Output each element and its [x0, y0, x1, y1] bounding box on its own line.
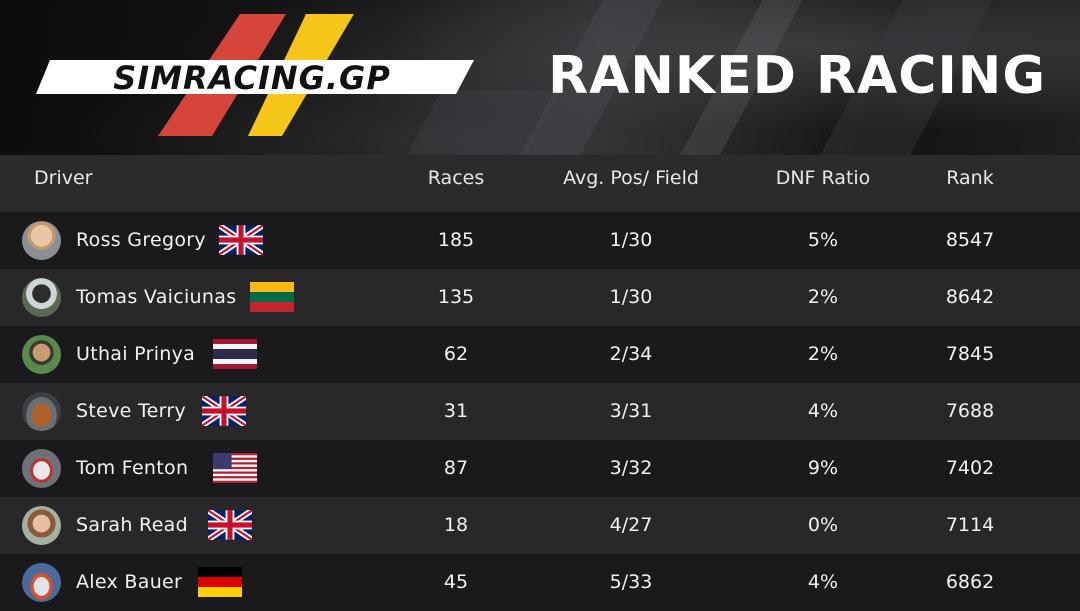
driver-name: Alex Bauer [76, 571, 183, 593]
table-row: Uthai Prinya 62 2/34 2% 7845 [0, 326, 1080, 383]
driver-name: Steve Terry [76, 400, 187, 422]
column-header-dnf: DNF Ratio [775, 167, 871, 189]
races-value: 185 [437, 229, 475, 251]
rank-value: 8642 [945, 286, 995, 308]
avg-pos-value: 1/30 [609, 286, 653, 308]
avatar [22, 563, 61, 602]
avg-pos-value: 5/33 [609, 571, 653, 593]
logo-wordmark: SIMRACING.GP [113, 59, 391, 97]
uk-flag-icon [219, 225, 263, 255]
avatar [22, 335, 61, 374]
header-banner: SIMRACING.GP RANKED RACING [0, 0, 1080, 155]
races-value: 87 [443, 457, 469, 479]
driver-name: Tom Fenton [76, 457, 189, 479]
dnf-value: 2% [807, 286, 839, 308]
table-row: Ross Gregory 185 1/30 5% 8547 [0, 212, 1080, 269]
usa-flag-icon [213, 453, 257, 483]
uk-flag-icon [202, 396, 246, 426]
table-row: Tomas Vaiciunas 135 1/30 2% 8642 [0, 269, 1080, 326]
dnf-value: 4% [807, 400, 839, 422]
table-row: Steve Terry 31 3/31 4% 7688 [0, 383, 1080, 440]
lithuania-flag-icon [250, 282, 294, 312]
rank-value: 7114 [945, 514, 995, 536]
table-header: Driver Races Avg. Pos/ Field DNF Ratio R… [0, 155, 1080, 212]
driver-name: Sarah Read [76, 514, 188, 536]
table-row: Tom Fenton 87 3/32 9% 7402 [0, 440, 1080, 497]
rank-value: 6862 [945, 571, 995, 593]
races-value: 31 [443, 400, 469, 422]
races-value: 135 [437, 286, 475, 308]
column-header-avg-pos: Avg. Pos/ Field [563, 167, 699, 189]
races-value: 45 [443, 571, 469, 593]
dnf-value: 4% [807, 571, 839, 593]
driver-name: Tomas Vaiciunas [76, 286, 237, 308]
rank-value: 7402 [945, 457, 995, 479]
table-row: Alex Bauer 45 5/33 4% 6862 [0, 554, 1080, 611]
dnf-value: 0% [807, 514, 839, 536]
germany-flag-icon [198, 567, 242, 597]
driver-name: Ross Gregory [76, 229, 206, 251]
uk-flag-icon [208, 510, 252, 540]
avg-pos-value: 3/31 [609, 400, 653, 422]
avatar [22, 506, 61, 545]
races-value: 62 [443, 343, 469, 365]
avatar [22, 449, 61, 488]
rank-value: 8547 [945, 229, 995, 251]
dnf-value: 2% [807, 343, 839, 365]
column-header-driver: Driver [34, 167, 93, 189]
simracing-gp-logo: SIMRACING.GP [36, 14, 474, 136]
driver-name: Uthai Prinya [76, 343, 196, 365]
column-header-races: Races [427, 167, 485, 189]
races-value: 18 [443, 514, 469, 536]
ranking-table: Driver Races Avg. Pos/ Field DNF Ratio R… [0, 155, 1080, 611]
rank-value: 7688 [945, 400, 995, 422]
dnf-value: 5% [807, 229, 839, 251]
avatar [22, 221, 61, 260]
thailand-flag-icon [213, 339, 257, 369]
dnf-value: 9% [807, 457, 839, 479]
avatar [22, 278, 61, 317]
avg-pos-value: 2/34 [609, 343, 653, 365]
column-header-rank: Rank [946, 167, 994, 189]
page-title: RANKED RACING [548, 46, 1046, 106]
avg-pos-value: 3/32 [609, 457, 653, 479]
avatar [22, 392, 61, 431]
avg-pos-value: 4/27 [609, 514, 653, 536]
avg-pos-value: 1/30 [609, 229, 653, 251]
table-row: Sarah Read 18 4/27 0% 7114 [0, 497, 1080, 554]
rank-value: 7845 [945, 343, 995, 365]
